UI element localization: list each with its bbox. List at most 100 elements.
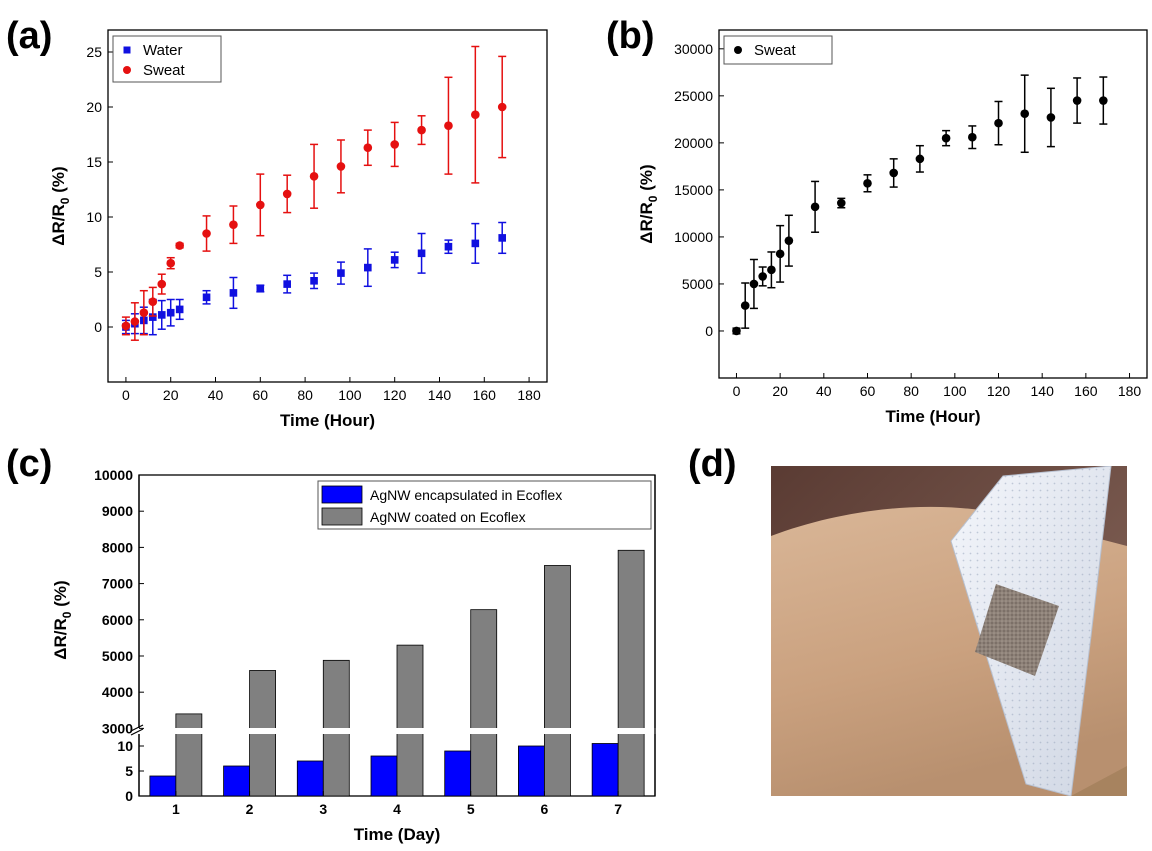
data-point-sweat [968,132,977,142]
y-axis-label: ΔR/R0 (%) [637,164,660,243]
y-tick-label: 30000 [674,41,713,57]
data-point-sweat [1099,96,1108,105]
data-point-water [471,239,480,248]
bar-coated [470,609,498,797]
data-point-sweat [775,249,785,259]
data-point-sweat [767,265,776,275]
x-tick-label: 7 [614,801,622,817]
data-point-water [229,289,238,297]
y-tick-label: 10000 [674,229,713,245]
x-tick-label: 60 [253,387,269,403]
legend-swatch [321,485,363,504]
data-point-water [157,311,166,319]
data-point-water [310,277,318,285]
axis-break-mark [130,724,144,732]
data-point-sweat [994,118,1003,128]
data-point-water [175,305,184,314]
data-point-sweat [363,143,373,152]
data-point-sweat [282,189,292,199]
x-tick-label: 2 [246,801,254,817]
data-point-sweat [732,326,741,336]
x-tick-label: 100 [338,387,362,403]
y-tick-label: 15000 [674,182,713,198]
data-point-water [364,263,372,272]
x-tick-label: 6 [541,801,549,817]
x-tick-label: 0 [122,387,130,403]
y-tick-label: 0 [94,319,102,335]
data-point-sweat [1072,96,1082,105]
y-axis-label: ΔR/R0 (%) [49,166,72,245]
chart-panel-c: 1 2 3 4 5 6 7 3000 4000 5000 6000 7000 8000 9000 10000… [51,467,657,844]
x-tick-label: 40 [816,383,832,399]
data-point-sweat [784,236,794,245]
photo-skin-patch [771,466,1127,796]
plot-frame [718,29,1148,379]
legend-label: AgNW coated on Ecoflex [370,509,526,525]
x-tick-label: 60 [860,383,876,399]
data-point-water [283,280,291,288]
y-tick-label: 5 [125,763,133,779]
y-tick-label: 4000 [102,684,133,700]
panel-label-d: (d) [688,443,737,485]
data-point-sweat [810,202,820,212]
data-point-sweat [758,272,767,281]
data-point-sweat [309,172,319,181]
panel-label-b: (b) [606,15,655,57]
data-point-water [390,256,399,264]
y-tick-label: 0 [705,323,713,339]
x-axis-label: Time (Day) [354,825,441,844]
x-tick-label: 120 [383,387,407,403]
y-tick-label: 0 [125,788,133,804]
data-point-water [337,269,345,277]
data-point-sweat [148,297,158,307]
x-tick-label: 40 [208,387,224,403]
x-tick-label: 80 [903,383,919,399]
data-point-sweat [417,125,426,135]
legend-box [317,480,652,530]
legend-marker [123,66,131,74]
bar-coated [175,713,203,797]
x-tick-label: 180 [1118,383,1142,399]
y-tick-label: 3000 [102,720,133,736]
y-tick-label: 5000 [102,648,133,664]
bar-coated [544,565,571,797]
bar-coated [396,644,424,797]
y-tick-label: 10 [117,738,133,754]
bar-encapsulated [518,745,545,797]
data-point-sweat [256,200,265,210]
data-point-sweat [1020,109,1030,119]
legend-label: Sweat [143,62,186,79]
data-point-sweat [202,229,211,238]
data-point-sweat [157,279,167,289]
y-tick-label: 8000 [102,539,133,555]
x-axis-label: Time (Hour) [280,411,375,430]
x-tick-label: 4 [393,801,401,817]
x-tick-label: 20 [772,383,788,399]
data-point-sweat [497,102,507,112]
axis-break-mark [130,728,144,736]
x-tick-label: 100 [943,383,967,399]
bar-encapsulated [370,755,398,797]
panel-label-c: (c) [6,443,52,485]
x-tick-label: 140 [1031,383,1055,399]
y-tick-label: 15 [86,154,102,170]
data-point-sweat [836,198,846,208]
y-tick-label: 20 [86,99,102,115]
bar-coated [617,549,645,797]
x-axis-label: Time (Hour) [885,407,980,426]
y-tick-label: 5000 [682,276,713,292]
legend-box [112,35,222,83]
x-tick-label: 20 [163,387,179,403]
data-point-sweat [915,154,925,164]
y-tick-label: 6000 [102,612,133,628]
data-point-sweat [139,308,149,318]
data-point-water [202,293,211,302]
data-point-water [444,242,453,251]
axis-break-gap [129,728,657,734]
x-tick-label: 80 [297,387,313,403]
x-tick-label: 160 [1074,383,1098,399]
y-axis-label: ΔR/R0 (%) [51,580,74,659]
chart-panel-a: 0 20 40 60 80 100 120 140 160 180 0 5 10 15 20 25 Time (… [49,29,548,430]
x-tick-label: 0 [733,383,741,399]
